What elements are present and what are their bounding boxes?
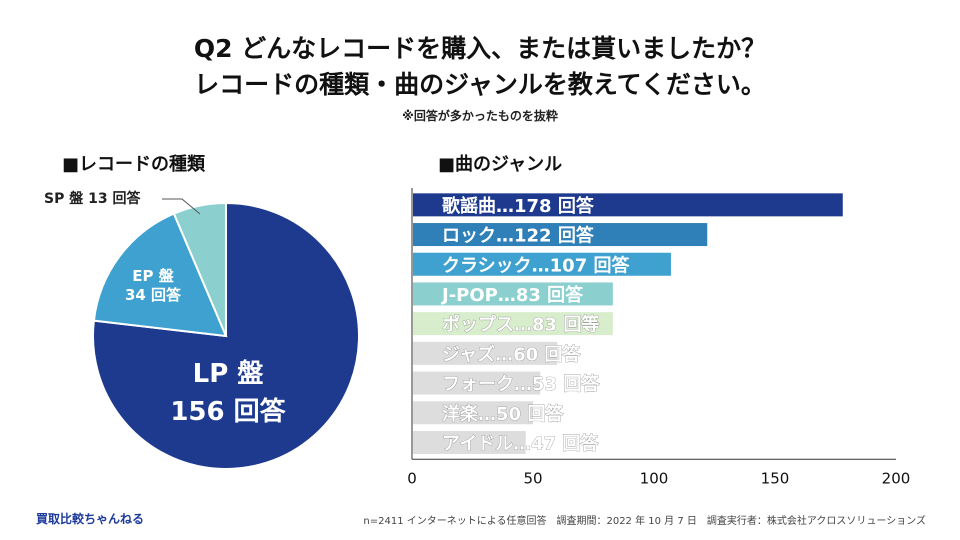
brand-name: 買取比較ちゃんねる [36, 512, 145, 526]
excerpt-note: ※回答が多かったものを抜粋 [402, 109, 558, 123]
bar-label-3: J-POP…83 回答 [440, 284, 584, 306]
bar-label-5: ジャズ…60 回答 [442, 343, 581, 365]
chart-title-line2: レコードの種類・曲のジャンルを教えてください。 [194, 70, 766, 99]
bar-label-7: 洋楽…50 回答 [442, 403, 564, 425]
bar-1 [413, 223, 708, 247]
pie-label-ep-count: 34 回答 [125, 286, 182, 304]
chart-title-line1: Q2 どんなレコードを購入、または貰いましたか？ [193, 34, 767, 63]
x-tick-0: 0 [407, 469, 417, 487]
pie-label-ep-name: EP 盤 [132, 267, 174, 285]
record-type-pie-chart: LP 盤 156 回答 EP 盤34 回答 SP 盤 13 回答 [44, 190, 360, 470]
bar-8 [413, 430, 526, 454]
pie-label-lp-count: 156 回答 [170, 396, 286, 427]
pie-label-sp: SP 盤 13 回答 [44, 190, 141, 207]
pie-label-lp-name: LP 盤 [193, 359, 265, 389]
bar-0 [413, 193, 843, 217]
x-tick-3: 150 [761, 469, 790, 487]
bar-4 [413, 312, 613, 336]
pie-leader-line [162, 198, 201, 215]
bar-2 [413, 252, 671, 276]
pie-slice-1 [92, 212, 228, 338]
bar-label-4: ポップス…83 回等 [442, 314, 599, 336]
pie-section-heading: ■レコードの種類 [62, 154, 206, 175]
bar-label-2: クラシック…107 回答 [442, 254, 630, 276]
x-tick-2: 100 [640, 469, 669, 487]
survey-source: n=2411 インターネットによる任意回答 調査期間：2022 年 10 月 7… [363, 516, 926, 527]
bar-label-8: アイドル…47 回答 [442, 432, 599, 454]
bar-label-1: ロック…122 回答 [442, 225, 595, 247]
bar-section-heading: ■曲のジャンル [438, 154, 563, 175]
bar-6 [413, 371, 541, 395]
bar-label-6: フォーク…53 回答 [442, 373, 600, 395]
bar-5 [413, 341, 558, 365]
x-tick-4: 200 [882, 469, 911, 487]
bar-label-0: 歌謡曲…178 回答 [442, 195, 595, 217]
x-tick-1: 50 [523, 469, 542, 487]
bar-7 [413, 401, 533, 425]
pie-slice-2 [172, 201, 227, 337]
bar-3 [413, 282, 613, 306]
